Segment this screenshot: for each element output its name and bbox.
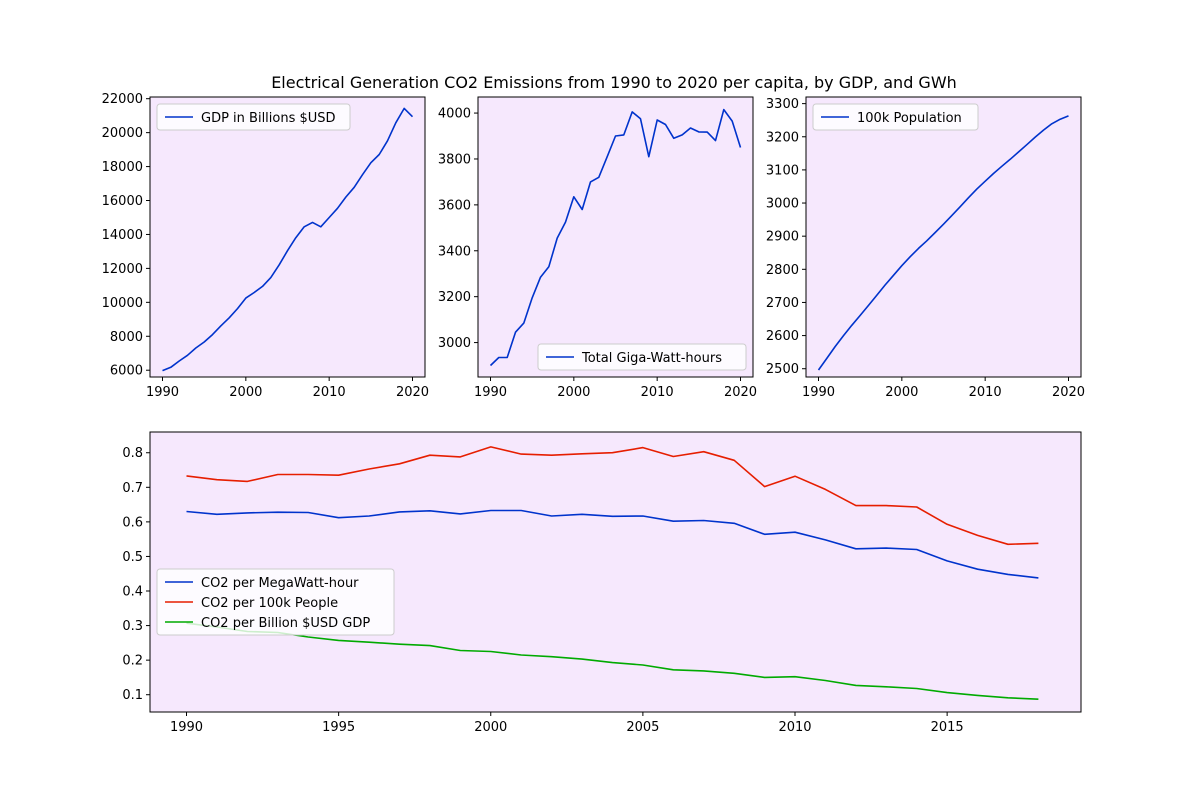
- x-tick-label: 2000: [229, 385, 262, 400]
- series-line-co2-2: [186, 622, 1039, 700]
- x-tick-label: 2015: [931, 720, 964, 735]
- x-tick-label: 1990: [146, 385, 179, 400]
- y-tick-label: 0.6: [122, 515, 143, 530]
- x-tick-label: 1995: [322, 720, 355, 735]
- axes-frame-gwh: [477, 96, 754, 378]
- x-tick-label: 1990: [170, 720, 203, 735]
- x-tick-label: 2000: [474, 720, 507, 735]
- y-tick-label: 2800: [766, 263, 799, 278]
- series-line-gdp-0: [162, 107, 414, 372]
- legend-label: CO2 per Billion $USD GDP: [201, 616, 370, 631]
- legend-box: [812, 103, 979, 131]
- y-tick-label: 3200: [766, 130, 799, 145]
- axes-frame-co2: [149, 431, 1082, 713]
- y-tick-label: 3200: [438, 290, 471, 305]
- y-tick-label: 0.8: [122, 446, 143, 461]
- y-tick-label: 0.7: [122, 481, 143, 496]
- y-tick-label: 3100: [766, 163, 799, 178]
- axes-frame-population: [805, 96, 1082, 378]
- y-tick-label: 2500: [766, 362, 799, 377]
- x-tick-label: 1990: [802, 385, 835, 400]
- y-tick-label: 3300: [766, 97, 799, 112]
- y-tick-label: 12000: [102, 262, 143, 277]
- y-tick-label: 20000: [102, 126, 143, 141]
- y-tick-label: 4000: [438, 107, 471, 122]
- y-tick-label: 2700: [766, 296, 799, 311]
- axes-gdp: 1990 2000 2010 2020 6000 8000 10000 12000 14000 1…: [102, 92, 429, 400]
- x-tick-label: 2000: [557, 385, 590, 400]
- y-tick-label: 3600: [438, 198, 471, 213]
- axes-gwh: 1990 2000 2010 2020 3000 3200 3400 3600 3800 4000…: [438, 96, 757, 400]
- plot-area-gdp: [150, 97, 425, 377]
- y-tick-label: 10000: [102, 296, 143, 311]
- axes-co2: 1990 1995 2000 2005 2010 2015 0.1 0.2 0.3 0.4 0.5 0…: [122, 431, 1082, 735]
- figure-title: Electrical Generation CO2 Emissions from…: [271, 73, 957, 92]
- x-tick-label: 2010: [778, 720, 811, 735]
- axes-population: 1990 2000 2010 2020 2500 2600 2700 2800 2900 3000…: [766, 96, 1085, 400]
- series-line-gwh-0: [489, 108, 742, 367]
- legend-label: GDP in Billions $USD: [201, 111, 336, 126]
- x-tick-label: 2010: [969, 385, 1002, 400]
- series-line-co2-0: [186, 509, 1039, 579]
- legend-box: [537, 343, 747, 371]
- x-tick-label: 2010: [313, 385, 346, 400]
- y-tick-label: 0.2: [122, 654, 143, 669]
- plot-area-population: [806, 97, 1081, 377]
- x-tick-label: 2020: [724, 385, 757, 400]
- y-tick-label: 3400: [438, 244, 471, 259]
- x-tick-label: 2020: [396, 385, 429, 400]
- x-tick-label: 2000: [885, 385, 918, 400]
- legend-box: [156, 568, 395, 636]
- axes-frame-gdp: [149, 96, 426, 378]
- legend-label: CO2 per 100k People: [201, 596, 338, 611]
- plot-area-gwh: [478, 97, 753, 377]
- y-tick-label: 0.3: [122, 619, 143, 634]
- series-line-co2-1: [186, 446, 1039, 546]
- x-tick-label: 2020: [1052, 385, 1085, 400]
- y-tick-label: 2600: [766, 329, 799, 344]
- y-tick-label: 22000: [102, 92, 143, 107]
- x-tick-label: 1990: [474, 385, 507, 400]
- y-tick-label: 18000: [102, 160, 143, 175]
- legend-label: Total Giga-Watt-hours: [581, 351, 722, 366]
- y-tick-label: 0.5: [122, 550, 143, 565]
- y-tick-label: 16000: [102, 194, 143, 209]
- y-tick-label: 0.4: [122, 585, 143, 600]
- y-tick-label: 3800: [438, 152, 471, 167]
- series-line-population-0: [817, 115, 1069, 371]
- y-tick-label: 0.1: [122, 688, 143, 703]
- legend-gwh: Total Giga-Watt-hours: [537, 343, 747, 371]
- axes-container: 1990 2000 2010 2020 6000 8000 10000 12000 14000 1…: [102, 92, 1085, 735]
- legend-label: CO2 per MegaWatt-hour: [201, 576, 359, 591]
- y-tick-label: 2900: [766, 230, 799, 245]
- y-tick-label: 14000: [102, 228, 143, 243]
- legend-label: 100k Population: [857, 111, 962, 126]
- y-tick-label: 3000: [766, 197, 799, 212]
- y-tick-label: 6000: [110, 364, 143, 379]
- legend-co2: CO2 per MegaWatt-hour CO2 per 100k People…: [156, 568, 395, 636]
- y-tick-label: 3000: [438, 336, 471, 351]
- x-tick-label: 2005: [626, 720, 659, 735]
- legend-box: [156, 103, 351, 131]
- y-tick-label: 8000: [110, 330, 143, 345]
- legend-gdp: GDP in Billions $USD: [156, 103, 351, 131]
- legend-population: 100k Population: [812, 103, 979, 131]
- x-tick-label: 2010: [641, 385, 674, 400]
